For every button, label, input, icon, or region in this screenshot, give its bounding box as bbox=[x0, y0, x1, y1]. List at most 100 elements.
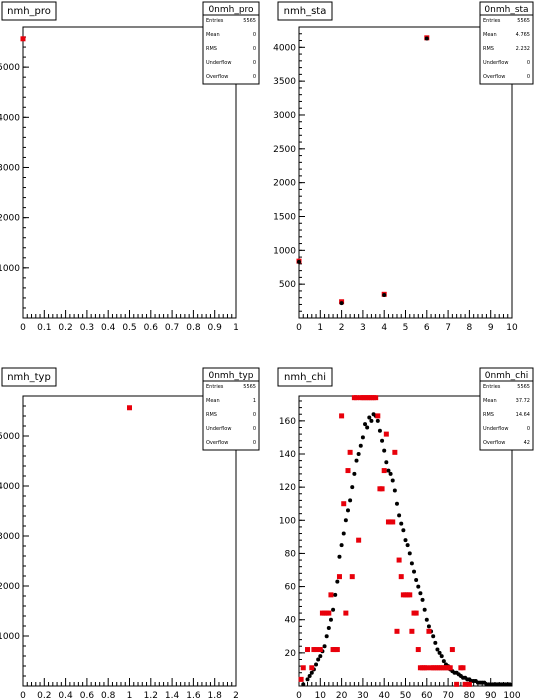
chart4-series2-point bbox=[313, 647, 319, 653]
chart4-series2-point bbox=[383, 431, 389, 437]
chart1-y-tick-label: 2000 bbox=[0, 214, 20, 224]
chart4-series2-point bbox=[413, 610, 419, 616]
chart2-y-tick-label: 500 bbox=[279, 280, 296, 290]
chart4-series1-point bbox=[384, 460, 389, 465]
chart4-series1-point bbox=[426, 624, 431, 629]
chart1-stats-row-label: Mean bbox=[206, 32, 220, 38]
chart3-stats-row-value: 0 bbox=[253, 426, 256, 432]
chart4-title-box bbox=[277, 367, 333, 387]
chart4-series2-point bbox=[347, 449, 353, 455]
chart2-x-tick-label: 5 bbox=[403, 323, 409, 333]
chart4-series1-point bbox=[365, 425, 370, 430]
chart1-y-tick-label: 5000 bbox=[0, 63, 20, 73]
chart4-series1-point bbox=[431, 634, 436, 639]
chart4-series1-point bbox=[335, 579, 340, 584]
chart4-series1-point bbox=[441, 659, 446, 664]
chart4-series1-point bbox=[309, 670, 314, 675]
chart3-stats-row-label: Mean bbox=[206, 398, 220, 404]
chart2-stats-row-label: Overflow bbox=[483, 74, 505, 80]
chart4-series2-point bbox=[449, 647, 455, 653]
chart3-series1-point bbox=[127, 405, 132, 411]
chart1-stats-row-value: 0 bbox=[253, 46, 256, 52]
chart4-x-tick-label: 50 bbox=[400, 691, 412, 698]
chart4-x-tick-label: 0 bbox=[296, 691, 302, 698]
chart4-series1-point bbox=[331, 607, 336, 612]
chart4-series1-point bbox=[392, 488, 397, 493]
chart3-stats-box bbox=[202, 367, 260, 451]
chart1-x-tick-label: 0.6 bbox=[144, 323, 159, 333]
chart3-x-tick-label: 0.2 bbox=[37, 691, 51, 698]
chart4-series1-point bbox=[358, 443, 363, 448]
chart4-series2-point bbox=[390, 519, 396, 525]
chart1-x-tick-label: 0.1 bbox=[37, 323, 51, 333]
chart3-x-tick-label: 0 bbox=[20, 691, 26, 698]
chart4-series2-point bbox=[396, 557, 402, 563]
chart4-x-tick-label: 100 bbox=[503, 691, 520, 698]
chart4-series1-point bbox=[399, 521, 404, 526]
chart4-series1-point bbox=[337, 554, 342, 559]
chart4-x-tick-label: 80 bbox=[464, 691, 476, 698]
chart3-y-tick-label: 3000 bbox=[0, 532, 20, 542]
chart1-series1-point bbox=[20, 36, 26, 42]
chart3-x-tick-label: 2 bbox=[233, 691, 239, 698]
chart2-y-tick-label: 3500 bbox=[273, 77, 296, 87]
chart2-plot-frame bbox=[298, 26, 513, 319]
chart3-stats-row-value: 5565 bbox=[243, 384, 256, 390]
chart3-y-tick-label: 4000 bbox=[0, 482, 20, 492]
chart2-title: nmh_sta bbox=[284, 6, 327, 17]
chart4-series1-point bbox=[348, 498, 353, 503]
chart3-title: nmh_typ bbox=[7, 372, 51, 383]
chart3-stats-row-label: RMS bbox=[206, 412, 217, 418]
chart2-series2-point bbox=[424, 36, 429, 41]
chart4-series2-point bbox=[375, 413, 381, 419]
chart4-y-tick-label: 60 bbox=[285, 583, 297, 593]
chart4-series2-point bbox=[407, 592, 413, 598]
chart2-stats-row-label: Mean bbox=[483, 32, 497, 38]
chart4-x-tick-label: 10 bbox=[315, 691, 327, 698]
chart4-series1-point bbox=[305, 677, 310, 682]
chart4-series1-point bbox=[380, 438, 385, 443]
chart2-y-tick-label: 3000 bbox=[273, 111, 296, 121]
chart4-stats-row-value: 42 bbox=[524, 440, 530, 446]
chart3-stats-row-value: 1 bbox=[253, 398, 256, 404]
chart4-series2-point bbox=[336, 574, 342, 580]
chart4-panel: 0 10 20 30 40 50 60 70 80 90 100 20 40 60 80 100 120 140 1… bbox=[277, 367, 534, 698]
chart3-x-tick-label: 1 bbox=[127, 691, 133, 698]
chart4-series1-point bbox=[301, 682, 306, 687]
chart1-x-tick-label: 1 bbox=[233, 323, 239, 333]
chart3-x-tick-label: 0.8 bbox=[101, 691, 116, 698]
chart4-series1-point bbox=[412, 569, 417, 574]
chart4-stats-row-label: Mean bbox=[483, 398, 497, 404]
chart2-title-box bbox=[277, 1, 333, 21]
chart4-series1-point bbox=[435, 647, 440, 652]
chart4-series2-point bbox=[398, 574, 404, 580]
chart4-y-tick-label: 80 bbox=[285, 549, 297, 559]
chart4-series2-point bbox=[460, 665, 466, 671]
chart2-x-tick-label: 9 bbox=[488, 323, 494, 333]
chart1-y-tick-label: 3000 bbox=[0, 163, 20, 173]
chart4-series1-point bbox=[407, 551, 412, 556]
chart4-series2-point bbox=[354, 395, 360, 401]
chart2-y-tick-label: 1500 bbox=[273, 212, 296, 222]
chart4-series1-point bbox=[418, 591, 423, 596]
chart2-x-tick-label: 0 bbox=[296, 323, 302, 333]
chart2-x-tick-label: 7 bbox=[445, 323, 451, 333]
chart2-stats-title: 0nmh_sta bbox=[484, 5, 528, 15]
chart2-x-tick-label: 6 bbox=[424, 323, 430, 333]
chart4-series1-point bbox=[414, 577, 419, 582]
chart4-series1-point bbox=[367, 415, 372, 420]
chart2-series2-point bbox=[339, 301, 344, 306]
chart4-series2-point bbox=[424, 665, 430, 671]
chart1-stats-row-label: Entries bbox=[206, 18, 224, 24]
chart4-y-tick-label: 100 bbox=[279, 516, 296, 526]
chart4-y-tick-label: 40 bbox=[285, 616, 297, 626]
chart3-title-box bbox=[1, 367, 57, 387]
chart3-x-tick-label: 0.6 bbox=[80, 691, 95, 698]
chart4-series2-point bbox=[339, 413, 345, 419]
chart4-series2-point bbox=[317, 647, 323, 653]
chart4-series1-point bbox=[422, 607, 427, 612]
chart4-y-tick-label: 20 bbox=[285, 649, 297, 659]
chart2-stats-row-value: 5565 bbox=[517, 18, 530, 24]
chart1-stats-row-value: 0 bbox=[253, 74, 256, 80]
